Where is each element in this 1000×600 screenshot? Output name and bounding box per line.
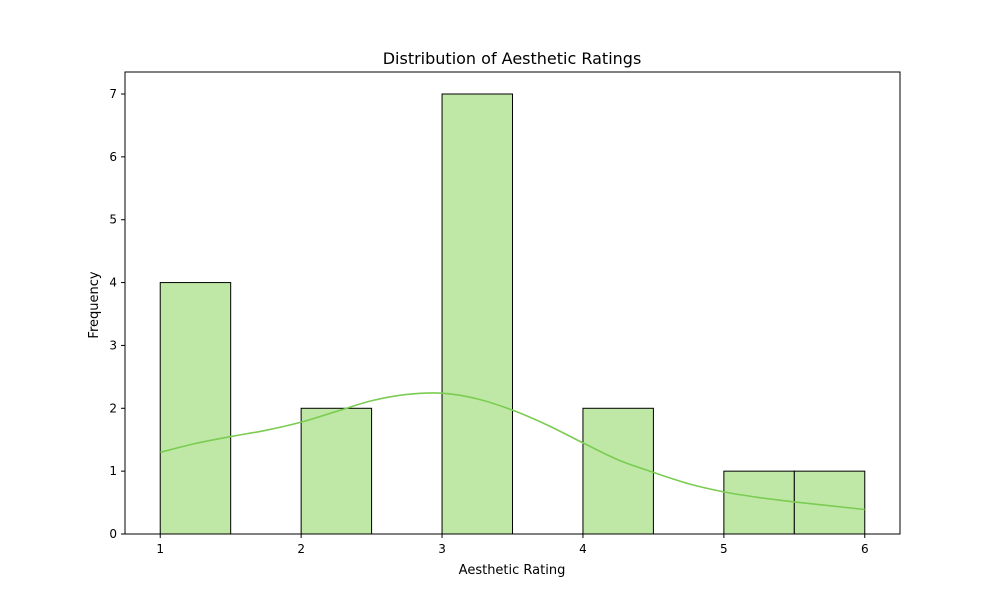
x-tick-label: 5 <box>720 542 728 556</box>
y-tick-label: 1 <box>109 464 117 478</box>
plot-frame <box>124 71 901 535</box>
chart-title: Distribution of Aesthetic Ratings <box>383 49 642 68</box>
x-axis-ticks: 1 2 3 4 5 6 <box>156 534 869 556</box>
bars-group <box>159 93 866 535</box>
histogram-bar <box>159 282 232 535</box>
y-tick-label: 5 <box>109 213 117 227</box>
y-tick-label: 3 <box>109 338 117 352</box>
y-axis-label: Frequency <box>87 271 102 338</box>
x-axis-label: Aesthetic Rating <box>459 563 566 578</box>
y-tick-label: 7 <box>109 87 117 101</box>
y-axis-ticks: 0 1 2 3 4 5 6 7 <box>109 87 125 541</box>
y-tick-label: 4 <box>109 276 117 290</box>
y-tick-label: 6 <box>109 150 117 164</box>
x-tick-label: 3 <box>438 542 446 556</box>
histogram-bar <box>582 407 654 535</box>
y-tick-label: 2 <box>109 401 117 415</box>
histogram-bar <box>300 407 373 535</box>
x-tick-label: 4 <box>579 542 587 556</box>
y-tick-label: 0 <box>109 527 117 541</box>
x-tick-label: 2 <box>297 542 305 556</box>
histogram-bar <box>723 470 795 535</box>
x-tick-label: 6 <box>861 542 869 556</box>
x-tick-label: 1 <box>156 542 164 556</box>
histogram-bar <box>441 93 513 535</box>
kde-line <box>160 392 865 511</box>
